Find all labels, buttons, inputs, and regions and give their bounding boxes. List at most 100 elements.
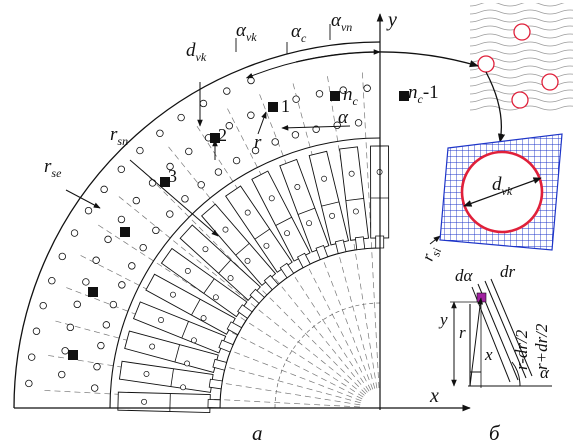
cooling-hole [129,263,136,270]
cooling-hole [74,301,81,308]
cooling-hole [157,130,164,137]
cooling-hole [62,347,69,354]
cooling-hole [292,131,299,138]
cooling-hole [118,166,125,173]
cooling-hole [133,197,140,204]
inset-channel [512,92,528,108]
tooth-tip [219,340,233,352]
cooling-hole [200,100,207,107]
tooth-root-hole [329,213,334,218]
label-r: r [254,132,262,153]
caption-b: б [489,421,501,443]
label-alpha: α [338,107,349,128]
tooth-tip [316,245,328,259]
cooling-hole [119,282,126,289]
cooling-hole [33,328,40,335]
cooling-hole [40,302,47,309]
r-si-leader [430,236,440,244]
cooling-hole [137,147,144,154]
channel-square [268,102,278,112]
tooth-tip [209,379,222,389]
cooling-hole [71,230,78,237]
inset-channel [514,24,530,40]
tooth-tip [355,237,364,250]
label-d-alpha: dα [455,266,474,285]
elemental-cell-inset: dα dr r+dr/2 r-dr/2 y r x α [438,262,552,388]
label-alpha-vn: αvn [331,10,352,34]
alpha-vk-dimension [247,52,380,78]
cooling-hole [91,385,98,392]
tooth-root-hole [184,361,189,366]
cooling-hole [85,207,92,214]
label-y-axis: y [386,9,397,31]
label-inset-alpha: α [540,363,550,382]
cooling-hole [185,148,192,155]
channel-square [330,91,340,101]
cooling-hole [153,227,160,234]
cooling-hole [83,279,90,286]
label-inset-r: r [459,323,466,342]
label-r-si: rsi [418,243,444,264]
tooth-body [118,392,210,412]
cooling-hole [248,77,255,84]
tooth-root-hole [213,295,218,300]
label-d-vk: dvk [186,40,207,64]
channel-square [68,350,78,360]
channel-square [88,287,98,297]
r-arrow [258,112,266,134]
caption-a: a [252,421,263,443]
cooling-hole [59,253,66,260]
cooling-hole [272,139,279,146]
cooling-hole [118,216,125,223]
label-channel-3: 3 [168,166,177,186]
cooling-hole [58,371,65,378]
cooling-hole [105,236,112,243]
label-r-se: rse [44,156,62,180]
tooth-root-hole [191,338,196,343]
cooling-hole [110,301,117,308]
tooth-hole [144,371,150,377]
channel-square [120,227,130,237]
label-n-c-minus-1: nc-1 [408,82,439,106]
label-r-minus: r-dr/2 [512,329,531,370]
cooling-hole [103,322,110,329]
tooth-root-hole [228,276,233,281]
cooling-hole [293,96,300,103]
tooth-root-hole [245,258,250,263]
cooling-hole [149,180,156,187]
label-x-axis: x [429,385,439,407]
cooling-hole [26,380,33,387]
cooling-hole [67,324,74,331]
tooth-hole [349,171,355,177]
cooling-hole [182,196,189,203]
label-dr: dr [500,262,516,281]
label-channel-1: 1 [281,96,290,116]
label-r-sn: rsn [110,124,128,148]
tooth-hole [141,399,146,404]
cooling-hole [140,244,147,251]
tooth-root-hole [201,316,206,321]
cooling-hole [198,181,205,188]
label-inset-x: x [484,345,493,364]
tooth-root-hole [306,221,311,226]
cooling-hole [364,85,371,92]
cooling-hole [28,354,35,361]
inset-radius-line [470,298,481,386]
label-n-c: nc [343,84,359,108]
cooling-hole [233,157,240,164]
tooth-root-hole [284,231,289,236]
label-alpha-c: αc [291,21,307,45]
cooling-hole [316,90,323,97]
tooth-root-hole [264,243,269,248]
cooling-hole [93,257,100,264]
cooling-hole [49,277,56,284]
label-channel-2: 2 [218,125,227,145]
cooling-hole [248,112,255,119]
cooling-hole [355,120,362,127]
stator-tooth [118,392,220,413]
tooth-root-hole [180,385,185,390]
tooth-root-hole [353,209,358,214]
label-alpha-vk: αvk [236,20,257,44]
elemental-cell [477,293,486,302]
